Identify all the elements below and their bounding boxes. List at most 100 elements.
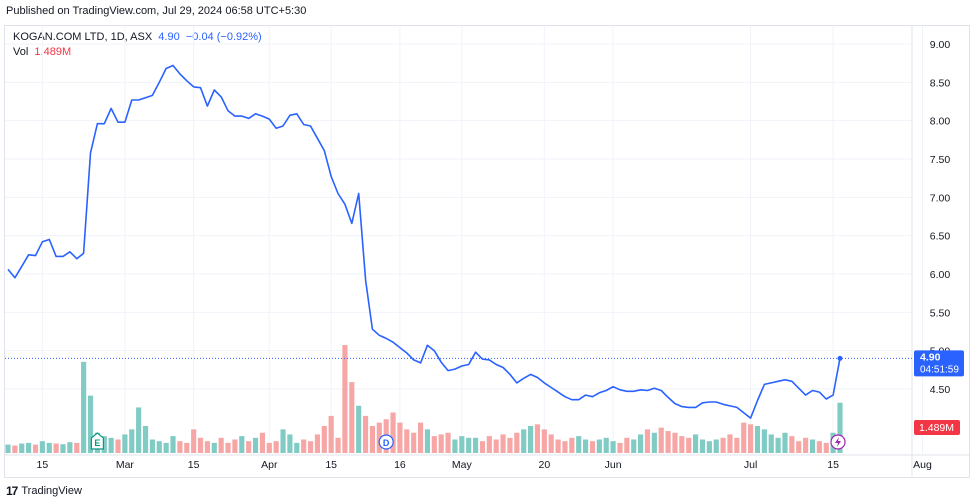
- volume-bar: [12, 445, 18, 453]
- x-tick-label: Mar: [116, 459, 135, 471]
- x-tick-label: 16: [394, 459, 406, 471]
- volume-bar: [562, 441, 568, 453]
- volume-bar: [417, 422, 424, 453]
- time-axis: 15 Mar 15 Apr 15 16 May 20 Jun Jul 15 Aug: [37, 459, 932, 471]
- volume-bar: [122, 434, 128, 453]
- footer-brand[interactable]: 17 TradingView: [6, 484, 82, 498]
- volume-bar: [686, 437, 692, 453]
- volume-bar: [26, 442, 32, 453]
- volume-bar: [246, 441, 252, 453]
- earnings-marker: E: [90, 432, 104, 450]
- price-tag-countdown: 04:51:59: [920, 364, 959, 375]
- volume-bar: [301, 439, 307, 453]
- volume-bar: [314, 434, 320, 453]
- x-tick-label: Jun: [605, 459, 622, 471]
- volume-bar: [603, 437, 609, 453]
- volume-bar: [431, 436, 437, 453]
- last-price-dot: [837, 355, 843, 361]
- published-note: Published on TradingView.com, Jul 29, 20…: [6, 5, 307, 17]
- volume-bar: [727, 434, 733, 453]
- volume-bar: [335, 437, 341, 453]
- chart-legend: KOGAN.COM LTD, 1D, ASX 4.90 −0.04 (−0.92…: [13, 30, 262, 60]
- marker-letter: E: [94, 438, 100, 448]
- volume-tag-value: 1.489M: [919, 422, 954, 434]
- volume-bar: [156, 441, 162, 453]
- volume-bar: [610, 441, 616, 453]
- tradingview-logo-icon: 17: [6, 484, 18, 498]
- legend-volume-label[interactable]: Vol: [13, 46, 29, 58]
- volume-bar: [761, 429, 767, 453]
- lightning-icon: [830, 434, 846, 450]
- volume-bar: [479, 441, 486, 453]
- volume-bar: [596, 439, 602, 453]
- volume-bar: [149, 439, 155, 453]
- lightning-bolt: [835, 437, 841, 447]
- volume-bar: [142, 426, 149, 453]
- volume-bar: [101, 436, 107, 453]
- volume-bar: [184, 442, 190, 453]
- legend-volume-row: Vol 1.489M: [13, 45, 262, 60]
- volume-bar: [445, 432, 451, 453]
- volume-bar: [404, 429, 410, 453]
- volume-bar: [768, 434, 774, 453]
- volume-bar: [528, 426, 534, 453]
- volume-bar: [349, 382, 355, 453]
- volume-bar: [679, 436, 685, 453]
- earnings-shape: [90, 432, 104, 450]
- volume-bar: [280, 429, 286, 453]
- volume-bar: [693, 434, 699, 453]
- volume-bar: [177, 441, 183, 453]
- volume-bar: [823, 442, 829, 453]
- volume-bar: [390, 412, 396, 453]
- chart-frame: [4, 25, 970, 478]
- y-tick-label: 5.50: [930, 307, 951, 319]
- volume-bar: [259, 432, 265, 453]
- volume-bar: [521, 429, 527, 453]
- volume-bar: [672, 432, 678, 453]
- volume-bar: [321, 426, 327, 453]
- volume-bar: [734, 437, 740, 453]
- volume-bar: [5, 444, 11, 453]
- volume-bar: [720, 437, 726, 453]
- y-tick-label: 8.50: [930, 77, 951, 89]
- volume-bar: [534, 424, 541, 453]
- x-tick-label: 20: [538, 459, 550, 471]
- volume-bar: [273, 441, 279, 453]
- y-tick-label: 8.00: [930, 116, 951, 128]
- y-tick-label: 7.50: [930, 154, 951, 166]
- volume-bar: [397, 422, 403, 453]
- volume-bar: [19, 443, 25, 453]
- volume-bar: [287, 434, 293, 453]
- volume-bar: [452, 439, 458, 453]
- volume-bar: [191, 429, 197, 453]
- volume-bar: [87, 395, 94, 453]
- volume-bar: [342, 345, 348, 453]
- brand-name: TradingView: [21, 485, 82, 497]
- volume-bar: [218, 437, 224, 453]
- price-axis: 9.008.508.007.507.006.506.005.505.004.50: [930, 39, 951, 396]
- legend-symbol[interactable]: KOGAN.COM LTD, 1D, ASX: [13, 31, 153, 43]
- volume-bar: [67, 442, 73, 453]
- volume-bar: [424, 429, 431, 453]
- volume-bar: [658, 427, 664, 453]
- volume-bar: [699, 439, 706, 453]
- volume-bar: [252, 437, 259, 453]
- x-tick-label: 15: [827, 459, 839, 471]
- volume-bar: [115, 439, 121, 453]
- legend-change: −0.04 (−0.92%): [185, 31, 262, 43]
- volume-bar: [651, 432, 657, 453]
- volume-bar: [754, 426, 761, 453]
- marker-letter: D: [383, 438, 390, 448]
- price-series-line: [7, 64, 841, 419]
- volume-bar: [294, 442, 300, 453]
- y-tick-label: 6.50: [930, 231, 951, 243]
- dividend-circle: [378, 434, 394, 450]
- volume-bar: [46, 442, 52, 453]
- volume-bar: [60, 444, 66, 453]
- volume-bar: [782, 432, 788, 453]
- volume-bar: [665, 431, 671, 453]
- volume-bar: [466, 437, 472, 453]
